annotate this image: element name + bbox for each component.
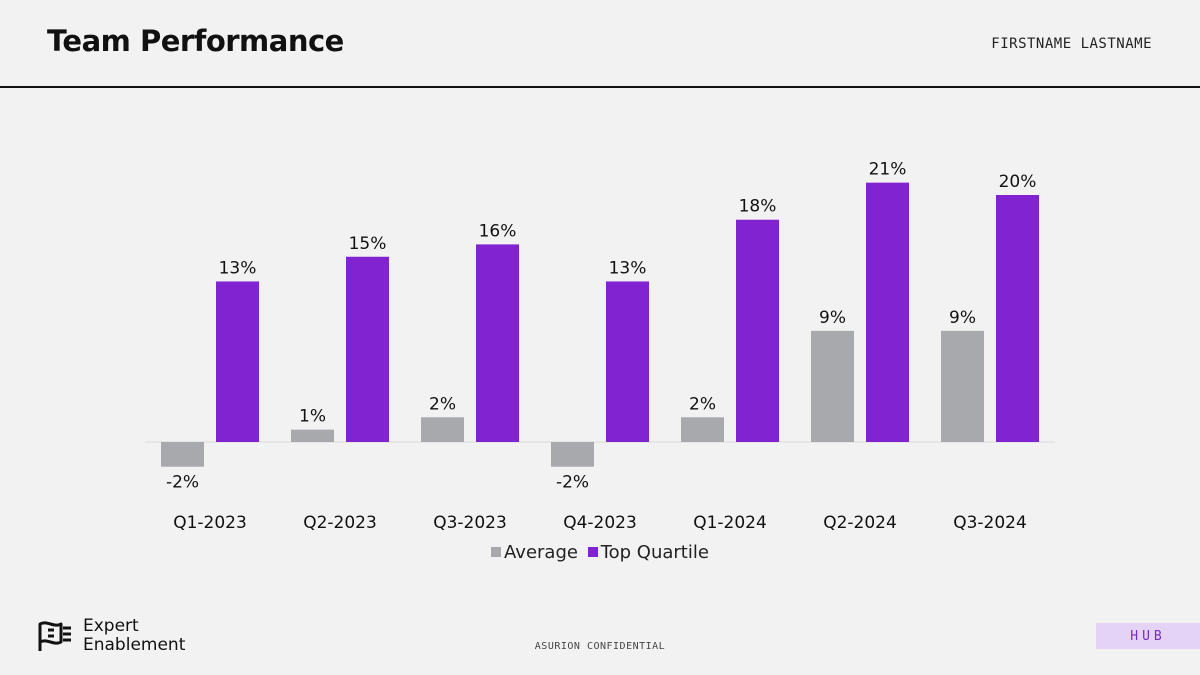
data-label-top-quartile-q1-2024: 18%	[739, 197, 777, 217]
bar-average-q1-2023	[161, 442, 204, 467]
category-label-q2-2024: Q2-2024	[823, 513, 897, 533]
data-label-average-q3-2023: 2%	[429, 394, 456, 414]
bar-average-q3-2024	[941, 330, 984, 442]
bar-top-quartile-q4-2023	[606, 281, 649, 442]
bar-average-q3-2023	[421, 417, 464, 442]
header: Team Performance FIRSTNAME LASTNAME	[0, 0, 1200, 88]
legend-item-average: Average	[491, 542, 578, 563]
category-label-q2-2023: Q2-2023	[303, 513, 377, 533]
data-label-top-quartile-q4-2023: 13%	[609, 258, 647, 278]
flag-icon	[38, 621, 71, 651]
bar-top-quartile-q1-2023	[216, 281, 259, 442]
bar-top-quartile-q2-2024	[866, 182, 909, 442]
author-name: FIRSTNAME LASTNAME	[991, 36, 1152, 52]
confidential-label: ASURION CONFIDENTIAL	[534, 641, 666, 652]
data-label-average-q2-2023: 1%	[299, 407, 326, 427]
data-label-top-quartile-q3-2023: 16%	[479, 221, 517, 241]
bar-top-quartile-q3-2024	[996, 195, 1039, 442]
logo-line-2: Enablement	[83, 635, 186, 655]
category-label-q1-2023: Q1-2023	[173, 513, 247, 533]
bar-top-quartile-q1-2024	[736, 219, 779, 442]
legend-label-top-quartile: Top Quartile	[600, 541, 709, 563]
data-label-average-q4-2023: -2%	[556, 473, 589, 493]
legend-swatch-average	[491, 547, 502, 557]
bar-average-q4-2023	[551, 442, 594, 467]
data-label-top-quartile-q2-2024: 21%	[869, 160, 907, 180]
data-label-average-q1-2024: 2%	[689, 394, 716, 414]
data-label-average-q1-2023: -2%	[166, 473, 199, 493]
logo-line-1: Expert	[83, 616, 139, 636]
page-title: Team Performance	[47, 24, 344, 58]
category-label-q4-2023: Q4-2023	[563, 513, 637, 533]
legend-label-average: Average	[504, 541, 578, 563]
data-label-top-quartile-q1-2023: 13%	[219, 258, 257, 278]
expert-enablement-logo: Expert Enablement	[37, 617, 185, 655]
data-label-top-quartile-q3-2024: 20%	[999, 172, 1037, 192]
data-label-average-q3-2024: 9%	[949, 308, 976, 328]
legend-swatch-top-quartile	[587, 547, 598, 557]
chart-legend: Average Top Quartile	[0, 541, 1200, 563]
hub-badge: HUB	[1096, 623, 1200, 649]
data-label-top-quartile-q2-2023: 15%	[349, 234, 387, 254]
bar-top-quartile-q3-2023	[476, 244, 519, 442]
category-label-q3-2024: Q3-2024	[953, 513, 1027, 533]
bar-average-q2-2023	[291, 429, 334, 442]
bar-average-q2-2024	[811, 330, 854, 442]
category-label-q1-2024: Q1-2024	[693, 513, 767, 533]
category-label-q3-2023: Q3-2023	[433, 513, 507, 533]
bar-top-quartile-q2-2023	[346, 256, 389, 442]
bar-average-q1-2024	[681, 417, 724, 442]
logo-text: Expert Enablement	[83, 617, 185, 655]
legend-item-top-quartile: Top Quartile	[587, 541, 709, 563]
data-label-average-q2-2024: 9%	[819, 308, 846, 328]
